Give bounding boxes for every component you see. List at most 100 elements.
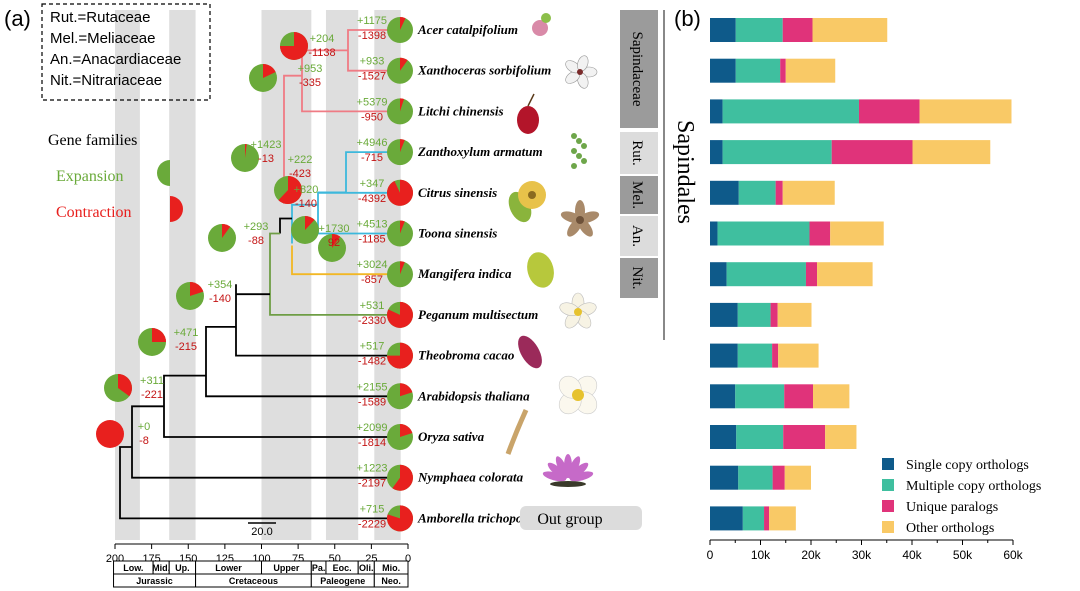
species-pie	[387, 383, 413, 410]
pie-contraction	[387, 301, 413, 328]
rice-panicle	[505, 408, 529, 455]
stacked-bars	[710, 18, 1012, 531]
node-contraction-count: -140	[295, 198, 317, 210]
waterlily-petal	[567, 456, 581, 479]
pie-contraction	[222, 224, 231, 238]
species-name: Mangifera indica	[417, 266, 512, 281]
expansion-count: +933	[360, 56, 385, 68]
family-label: An.	[629, 225, 645, 247]
legend-label: Other orthologs	[906, 521, 994, 536]
expansion-label: Expansion	[56, 168, 124, 185]
xanthoceras-center	[577, 69, 583, 75]
pie-contraction	[400, 424, 413, 437]
branch-mangifera	[291, 245, 400, 276]
bar-segment	[772, 343, 779, 368]
era-label: Paleogene	[320, 576, 365, 586]
node-expansion-count: +222	[288, 154, 313, 166]
bar-segment	[785, 58, 836, 83]
node-pie	[176, 282, 204, 310]
zanthoxylum-berry	[571, 163, 577, 169]
node-expansion-count: +471	[174, 327, 199, 339]
x-tick-label: 30k	[852, 548, 872, 562]
species-name: Citrus sinensis	[418, 185, 497, 200]
node-expansion-count: +204	[310, 33, 335, 45]
branch-amborella	[119, 446, 400, 520]
species-pie	[387, 220, 413, 247]
bar-segment	[736, 425, 784, 449]
contraction-count: -950	[361, 111, 383, 123]
legend-swatch	[882, 500, 894, 512]
scale-bar-label: 20.0	[251, 526, 272, 538]
citrus-cut	[528, 191, 536, 199]
bar-segment	[777, 302, 812, 327]
family-label: Sapindaceae	[629, 32, 645, 107]
expansion-count: +1223	[357, 463, 388, 475]
x-axis: 0 10k 20k 30k 40k 50k 60k	[707, 539, 1024, 562]
expansion-count: +531	[360, 300, 385, 312]
bar-segment	[726, 262, 806, 287]
time-band	[115, 10, 140, 540]
outgroup-pill	[520, 506, 642, 530]
species-name: Theobroma cacao	[418, 348, 515, 363]
bar-segment	[710, 506, 743, 531]
bar-segment	[858, 99, 920, 124]
pie-contraction	[387, 342, 413, 369]
pie-contraction	[387, 179, 414, 206]
family-block	[620, 10, 658, 128]
species-name: Arabidopsis thaliana	[417, 388, 530, 403]
period-label: Mid.	[152, 563, 170, 573]
legend-swatch	[882, 521, 894, 533]
node-contraction-count: -140	[209, 293, 231, 305]
branch-arabidopsis	[205, 325, 400, 398]
abbrev-line: Nit.=Nitrariaceae	[50, 72, 162, 89]
species-pie	[387, 464, 413, 491]
zanthoxylum-icon	[571, 133, 587, 169]
node-expansion-count: +293	[244, 221, 269, 233]
bar-segment	[817, 262, 873, 287]
abbreviation-box	[41, 3, 211, 101]
species-pie	[387, 505, 413, 532]
contraction-count: -1814	[358, 437, 386, 449]
species-labels: Acer catalpifolium Xanthoceras sorbifoliu…	[417, 22, 551, 525]
expansion-count: +2155	[357, 381, 388, 393]
node-contraction-count: -13	[258, 153, 274, 165]
species-pie	[387, 57, 413, 84]
node-contraction-count: -215	[175, 341, 197, 353]
bar-segment	[738, 465, 773, 490]
time-band	[169, 10, 196, 540]
contraction-count: -2197	[358, 478, 386, 490]
legend-swatch	[882, 458, 894, 470]
node-contraction-count: -88	[248, 235, 264, 247]
bar-segment	[735, 58, 781, 83]
bar-segment	[775, 180, 783, 205]
pie-contraction	[245, 144, 247, 158]
node-pie	[291, 216, 319, 244]
bar-segment	[784, 384, 814, 409]
contraction-count: -857	[361, 274, 383, 286]
period-label: Low.	[123, 563, 143, 573]
gene-family-counts: +1175 -1398 +933 -1527 +5379 -950 +4946 -715 +34…	[138, 15, 388, 530]
pie-contraction	[263, 64, 276, 78]
bar-segment	[722, 140, 832, 165]
x-tick-label: 10k	[751, 548, 771, 562]
bar-segment	[764, 506, 770, 531]
node-expansion-count: +1730	[319, 223, 350, 235]
branch-litchi	[301, 49, 400, 113]
gene-families-title: Gene families	[48, 132, 137, 149]
expansion-count: +4513	[357, 219, 388, 231]
bar-segment	[710, 180, 739, 205]
bar-segment	[812, 18, 888, 42]
family-label: Rut.	[629, 140, 645, 165]
node-expansion-count: +311	[140, 375, 164, 387]
zanthoxylum-berry	[581, 143, 587, 149]
peganum-center	[574, 308, 582, 316]
period-label: Oli.	[359, 563, 374, 573]
species-name: Peganum multisectum	[418, 307, 538, 322]
abbrev-line: Mel.=Meliaceae	[50, 30, 155, 47]
toona-center	[576, 216, 584, 224]
gene-family-pies	[96, 17, 414, 532]
branch-nymphaea	[131, 405, 400, 479]
bar-segment	[735, 18, 783, 42]
waterlily-petal	[542, 471, 567, 482]
